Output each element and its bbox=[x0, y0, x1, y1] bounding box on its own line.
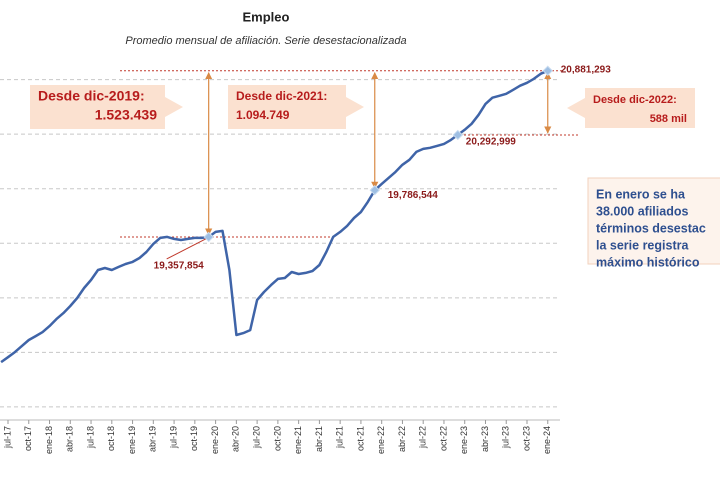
x-tick-label: abr-22 bbox=[397, 426, 407, 452]
point-marker bbox=[452, 129, 464, 141]
x-tick-label: ene-21 bbox=[293, 426, 303, 454]
x-tick-label: oct-20 bbox=[272, 426, 282, 451]
x-tick-label: ene-20 bbox=[210, 426, 220, 454]
x-tick-label: ene-24 bbox=[542, 426, 552, 454]
callout-arrow bbox=[346, 97, 364, 117]
note-line: máximo histórico bbox=[596, 255, 700, 269]
note-box bbox=[587, 177, 720, 265]
note-line: términos desestac bbox=[596, 221, 706, 235]
chart-title: Empleo bbox=[243, 9, 290, 24]
leader-line bbox=[166, 238, 206, 260]
x-tick-label: jul-22 bbox=[418, 426, 428, 449]
x-tick-label: abr-23 bbox=[480, 426, 490, 452]
value-label: 19,357,854 bbox=[154, 261, 204, 272]
x-tick-label: jul-19 bbox=[168, 426, 178, 449]
callout-box bbox=[228, 85, 346, 129]
callout-title: Desde dic-2019: bbox=[38, 88, 145, 104]
x-tick-label: ene-23 bbox=[459, 426, 469, 454]
x-tick-label: abr-21 bbox=[314, 426, 324, 452]
point-marker bbox=[369, 184, 380, 196]
x-tick-label: ene-19 bbox=[127, 426, 137, 454]
note-line: En enero se ha bbox=[596, 187, 686, 201]
x-tick-label: oct-22 bbox=[438, 426, 448, 451]
x-tick-label: oct-17 bbox=[23, 426, 33, 451]
x-tick-label: jul-17 bbox=[2, 426, 12, 449]
callout-title: Desde dic-2021: bbox=[236, 89, 327, 103]
value-label: 19,786,544 bbox=[388, 190, 438, 201]
note-line: la serie registra bbox=[596, 238, 689, 252]
x-tick-label: jul-23 bbox=[501, 426, 511, 449]
x-tick-label: oct-19 bbox=[189, 426, 199, 451]
value-label: 20,881,293 bbox=[561, 64, 611, 75]
callout-box bbox=[585, 88, 695, 128]
point-marker bbox=[542, 65, 553, 76]
x-tick-label: oct-23 bbox=[521, 426, 531, 451]
value-label: 20,292,999 bbox=[466, 137, 516, 148]
callout-value: 1.523.439 bbox=[95, 107, 157, 123]
callout-arrow bbox=[567, 98, 585, 118]
x-tick-label: jul-21 bbox=[335, 426, 345, 449]
x-tick-label: abr-19 bbox=[148, 426, 158, 452]
chart-subtitle: Promedio mensual de afiliación. Serie de… bbox=[125, 35, 406, 47]
callout-title: Desde dic-2022: bbox=[593, 94, 677, 106]
x-tick-label: ene-22 bbox=[376, 426, 386, 454]
x-tick-label: oct-18 bbox=[106, 426, 116, 451]
callout-value: 1.094.749 bbox=[236, 108, 290, 122]
x-tick-label: ene-18 bbox=[44, 426, 54, 454]
x-tick-label: abr-18 bbox=[65, 426, 75, 452]
x-tick-label: abr-20 bbox=[231, 426, 241, 452]
point-marker bbox=[203, 231, 214, 243]
callout-box bbox=[30, 85, 165, 129]
callout-arrow bbox=[165, 97, 183, 117]
x-tick-label: jul-20 bbox=[251, 426, 261, 449]
callout-value: 588 mil bbox=[650, 113, 687, 125]
x-tick-label: oct-21 bbox=[355, 426, 365, 451]
x-tick-label: jul-18 bbox=[85, 426, 95, 449]
note-line: 38.000 afiliados bbox=[596, 204, 688, 218]
